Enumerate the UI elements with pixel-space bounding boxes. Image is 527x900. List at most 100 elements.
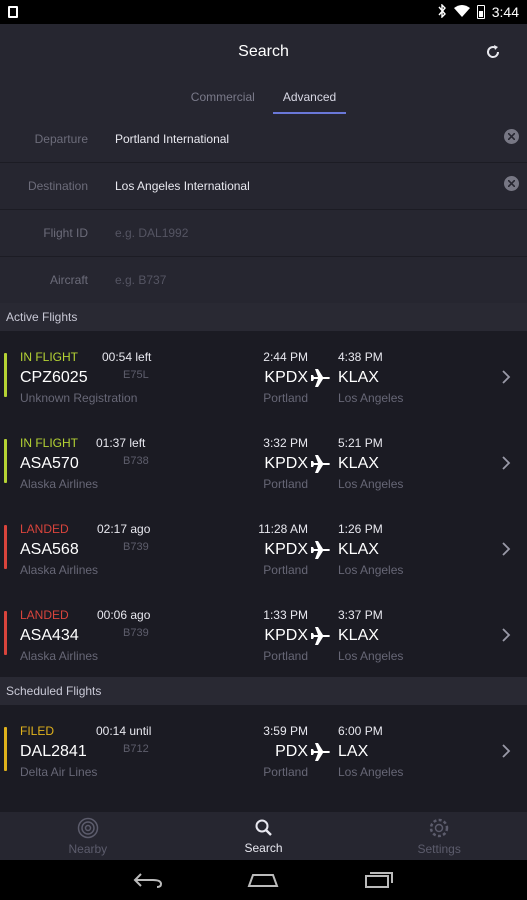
- arrival-time: 5:21 PM: [338, 436, 383, 450]
- refresh-button[interactable]: [481, 40, 505, 64]
- chevron-right-icon: [502, 628, 511, 642]
- active-flights-header: Active Flights: [0, 303, 527, 331]
- arrival-time: 4:38 PM: [338, 350, 383, 364]
- departure-code: KPDX: [264, 455, 308, 472]
- chevron-right-icon: [502, 542, 511, 556]
- recents-button[interactable]: [362, 869, 396, 891]
- back-button[interactable]: [131, 869, 165, 891]
- arrival-code: KLAX: [338, 455, 379, 472]
- flight-id-row: Flight ID e.g. DAL1992: [0, 210, 527, 257]
- flight-status: LANDED: [20, 522, 69, 536]
- nav-nearby[interactable]: Nearby: [0, 812, 176, 860]
- departure-code: KPDX: [264, 627, 308, 644]
- departure-city: Portland: [263, 649, 308, 663]
- flight-ident: ASA434: [20, 627, 79, 644]
- flight-status: FILED: [20, 724, 55, 738]
- chevron-right-icon: [502, 370, 511, 384]
- radar-icon: [77, 817, 99, 838]
- airplane-icon: [311, 627, 330, 645]
- nav-search-label: Search: [244, 840, 283, 855]
- airline-name: Delta Air Lines: [20, 765, 98, 779]
- nav-search[interactable]: Search: [176, 812, 352, 860]
- nav-settings[interactable]: Settings: [351, 812, 527, 860]
- tab-advanced[interactable]: Advanced: [272, 86, 347, 114]
- app-header: Search Commercial Advanced: [0, 24, 527, 116]
- bottom-nav: Nearby Search Settings: [0, 812, 527, 860]
- airplane-icon: [311, 455, 330, 473]
- aircraft-type: B739: [123, 627, 149, 639]
- flight-time-info: 01:37 left: [96, 436, 146, 450]
- gear-icon: [429, 818, 449, 837]
- departure-time: 2:44 PM: [263, 350, 308, 364]
- nav-settings-label: Settings: [417, 841, 461, 856]
- battery-icon: [476, 5, 485, 19]
- departure-code: KPDX: [264, 541, 308, 558]
- status-indicator: [4, 611, 7, 655]
- arrival-time: 6:00 PM: [338, 724, 383, 738]
- airline-name: Alaska Airlines: [20, 649, 99, 663]
- chevron-right-icon: [502, 456, 511, 470]
- flight-time-info: 00:06 ago: [97, 608, 151, 622]
- destination-field[interactable]: Los Angeles International: [115, 179, 250, 193]
- aircraft-type: B712: [123, 743, 149, 755]
- system-nav-bar: [0, 860, 527, 900]
- flight-row[interactable]: LANDED 02:17 ago ASA568 B739 Alaska Airlines…: [0, 503, 527, 589]
- flight-status: IN FLIGHT: [20, 436, 79, 450]
- flight-ident: DAL2841: [20, 743, 87, 760]
- departure-code: KPDX: [264, 369, 308, 386]
- close-icon: [508, 133, 515, 140]
- clear-departure-button[interactable]: [504, 129, 519, 144]
- home-button[interactable]: [246, 869, 280, 891]
- flight-row[interactable]: FILED 00:14 until DAL2841 B712 Delta Air Lin…: [0, 705, 527, 791]
- flight-row[interactable]: IN FLIGHT 01:37 left ASA570 B738 Alaska Airl…: [0, 417, 527, 503]
- close-icon: [508, 180, 515, 187]
- aircraft-type: B738: [123, 455, 149, 467]
- arrival-city: Los Angeles: [338, 391, 404, 405]
- aircraft-field[interactable]: e.g. B737: [115, 273, 167, 287]
- chevron-right-icon: [502, 744, 511, 758]
- airline-name: Alaska Airlines: [20, 563, 99, 577]
- aircraft-type: E75L: [123, 369, 149, 381]
- status-indicator: [4, 727, 7, 771]
- status-indicator: [4, 353, 7, 397]
- scheduled-flights-header: Scheduled Flights: [0, 677, 527, 705]
- flight-status: LANDED: [20, 608, 69, 622]
- departure-time: 11:28 AM: [258, 522, 308, 536]
- arrival-code: KLAX: [338, 541, 379, 558]
- tab-commercial[interactable]: Commercial: [190, 90, 255, 104]
- flight-id-label: Flight ID: [43, 226, 88, 240]
- aircraft-row: Aircraft e.g. B737: [0, 257, 527, 304]
- departure-label: Departure: [34, 132, 88, 146]
- departure-field[interactable]: Portland International: [115, 132, 230, 146]
- arrival-time: 3:37 PM: [338, 608, 383, 622]
- page-title: Search: [238, 43, 289, 60]
- destination-label: Destination: [27, 179, 88, 193]
- nav-nearby-label: Nearby: [68, 841, 108, 856]
- system-status-bar: 3:44: [0, 0, 527, 24]
- airplane-icon: [311, 541, 330, 559]
- departure-city: Portland: [263, 563, 308, 577]
- arrival-time: 1:26 PM: [338, 522, 383, 536]
- arrival-city: Los Angeles: [338, 649, 404, 663]
- notification-icon: [8, 6, 18, 18]
- airline-name: Unknown Registration: [20, 391, 138, 405]
- wifi-icon: [453, 4, 470, 20]
- flight-time-info: 02:17 ago: [97, 522, 151, 536]
- flight-ident: CPZ6025: [20, 369, 88, 386]
- airplane-icon: [311, 743, 330, 761]
- status-indicator: [4, 439, 7, 483]
- clear-destination-button[interactable]: [504, 176, 519, 191]
- departure-code: PDX: [275, 743, 308, 760]
- flight-id-field[interactable]: e.g. DAL1992: [115, 226, 189, 240]
- flight-row[interactable]: IN FLIGHT 00:54 left CPZ6025 E75L Unknown Re…: [0, 331, 527, 417]
- flight-status: IN FLIGHT: [20, 350, 79, 364]
- back-icon: [133, 873, 162, 888]
- arrival-city: Los Angeles: [338, 563, 404, 577]
- flight-ident: ASA568: [20, 541, 79, 558]
- flight-row[interactable]: LANDED 00:06 ago ASA434 B739 Alaska Airlines…: [0, 589, 527, 675]
- arrival-code: LAX: [338, 743, 369, 760]
- departure-city: Portland: [263, 391, 308, 405]
- departure-city: Portland: [263, 765, 308, 779]
- departure-time: 3:59 PM: [263, 724, 308, 738]
